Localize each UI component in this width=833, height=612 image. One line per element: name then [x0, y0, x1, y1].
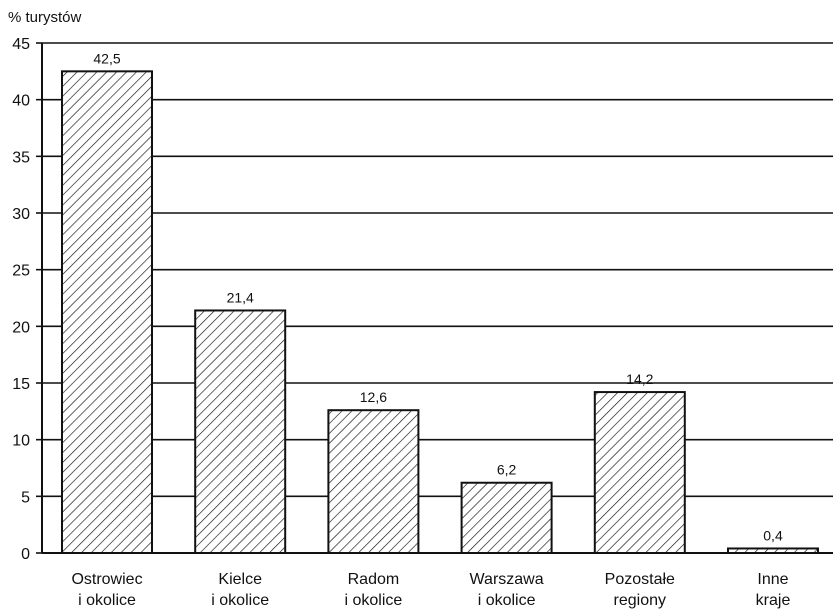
category-label: Ostrowiec — [71, 571, 142, 588]
y-tick-label: 30 — [12, 206, 30, 223]
y-tick-label: 20 — [12, 319, 30, 336]
category-label: Inne — [757, 571, 788, 588]
category-label: i okolice — [78, 592, 136, 609]
data-label: 21,4 — [227, 289, 254, 305]
bar — [61, 70, 153, 554]
y-axis-label: % turystów — [8, 9, 82, 26]
y-tick-label: 15 — [12, 376, 30, 393]
gridlines — [42, 42, 833, 498]
data-label: 0,4 — [763, 527, 783, 543]
category-label: kraje — [756, 592, 791, 609]
category-label: regiony — [614, 592, 666, 609]
y-tick-label: 5 — [21, 489, 30, 506]
bars: 42,5 21,4 12,6 6,2 14,2 0,4 — [61, 50, 819, 555]
category-label: Warszawa — [470, 571, 544, 588]
y-tick-label: 35 — [12, 149, 30, 166]
category-label: Kielce — [218, 571, 262, 588]
bar — [194, 309, 287, 555]
y-tick-label: 25 — [12, 263, 30, 280]
bar — [327, 409, 420, 555]
y-tick-label: 10 — [12, 433, 30, 450]
data-label: 12,6 — [360, 389, 387, 405]
category-label: i okolice — [211, 592, 269, 609]
category-label: i okolice — [478, 592, 536, 609]
category-label: Radom — [348, 571, 400, 588]
y-tick-label: 45 — [12, 36, 30, 53]
x-axis-labels: Ostrowiec i okolice Kielce i okolice Radom i … — [71, 571, 790, 609]
y-axis-ticks: 0 5 10 15 20 25 30 35 40 45 — [12, 36, 42, 563]
data-label: 42,5 — [93, 50, 120, 66]
bar — [593, 391, 686, 555]
bar — [460, 481, 553, 555]
y-tick-label: 0 — [21, 546, 30, 563]
category-label: i okolice — [344, 592, 402, 609]
category-label: Pozostałe — [605, 571, 675, 588]
data-label: 6,2 — [497, 462, 517, 478]
data-label: 14,2 — [626, 371, 653, 387]
y-tick-label: 40 — [12, 93, 30, 110]
